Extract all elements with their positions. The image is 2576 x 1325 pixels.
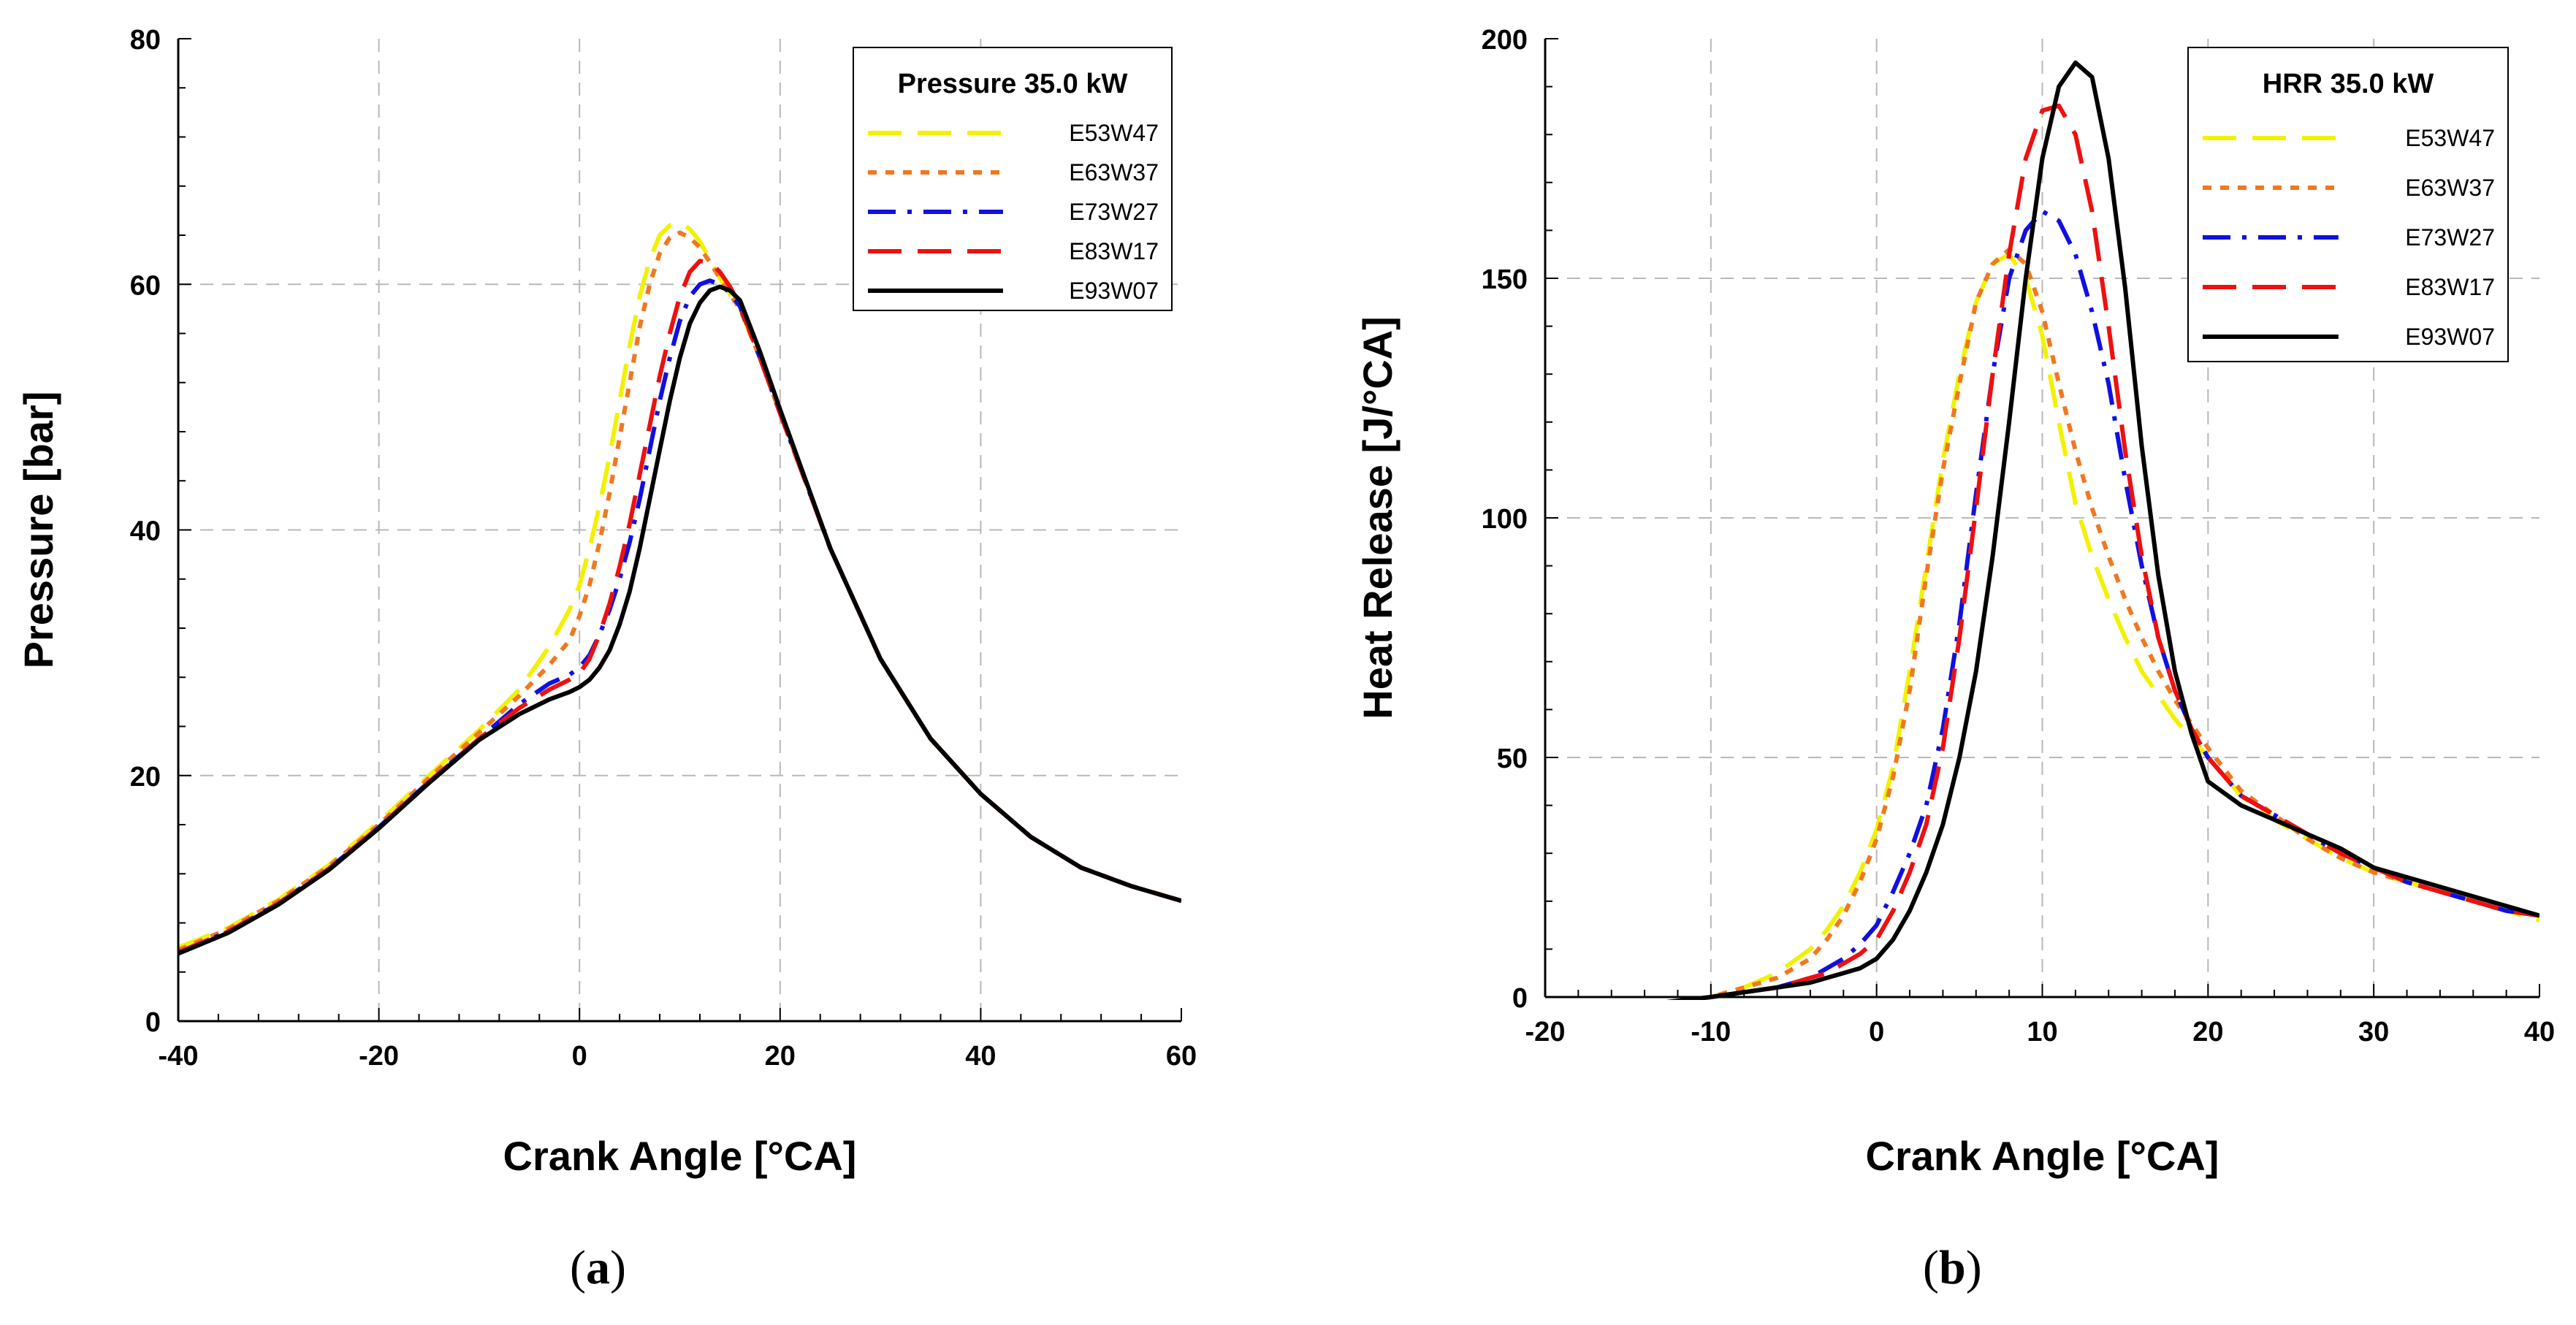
series-line-e73w27 [178, 278, 1181, 955]
y-tick-label: 50 [1497, 744, 1528, 774]
legend-label-e53w47: E53W47 [2405, 125, 2495, 151]
x-tick-label: -40 [159, 1041, 199, 1072]
y-axis-title: Pressure [bar] [15, 392, 61, 669]
panel-label-a: (a) [570, 1241, 626, 1294]
x-tick-label: 60 [1166, 1041, 1197, 1072]
series-group [1666, 60, 2539, 1000]
y-tick-label: 200 [1482, 25, 1528, 56]
legend-label-e63w37: E63W37 [2405, 175, 2495, 201]
series-line-e63w37 [178, 230, 1181, 952]
series-line-e63w37 [1681, 247, 2539, 1000]
y-tick-label: 80 [130, 25, 161, 56]
legend-label-e53w47: E53W47 [1069, 120, 1159, 146]
y-tick-label: 20 [130, 762, 161, 793]
legend-title: HRR 35.0 kW [2263, 69, 2434, 99]
series-line-e93w07 [178, 284, 1181, 956]
legend-label-e73w27: E73W27 [2405, 224, 2495, 251]
legend-label-e63w37: E63W37 [1069, 159, 1159, 186]
panel-label-b: (b) [1923, 1241, 1982, 1294]
x-tick-label: 40 [965, 1041, 996, 1072]
y-axis-title: Heat Release [J/°CA] [1354, 316, 1401, 719]
y-tick-label: 60 [130, 270, 161, 301]
series-line-e83w17 [1666, 103, 2539, 1000]
x-tick-label: -20 [1525, 1017, 1566, 1047]
x-tick-label: 30 [2358, 1017, 2389, 1047]
y-tick-label: 0 [1512, 983, 1528, 1014]
legend-box [853, 47, 1173, 311]
x-axis-title: Crank Angle [°CA] [1866, 1133, 2219, 1179]
y-tick-label: 150 [1482, 264, 1528, 295]
legend-label-e93w07: E93W07 [1069, 278, 1159, 304]
x-tick-label: -10 [1691, 1017, 1731, 1047]
series-line-e93w07 [1666, 60, 2539, 1000]
legend-box [2187, 47, 2509, 362]
series-group [178, 221, 1181, 956]
heat-release-chart: -20 -10 0 10 20 30 40 0 50 100 150 200 Crank Angle [… [1354, 25, 2555, 1179]
pressure-chart: -40 -20 0 20 40 60 0 20 40 60 80 Crank Angle [°CA] P… [15, 25, 1197, 1179]
y-tick-label: 40 [130, 516, 161, 547]
x-tick-label: 0 [572, 1041, 587, 1072]
y-tick-label: 0 [145, 1007, 161, 1038]
series-line-e73w27 [1666, 209, 2539, 1000]
x-tick-label: 20 [2192, 1017, 2223, 1047]
legend-label-e83w17: E83W17 [1069, 238, 1159, 264]
x-tick-label: -20 [359, 1041, 399, 1072]
x-tick-label: 0 [1869, 1017, 1884, 1047]
legend-label-e73w27: E73W27 [1069, 199, 1159, 225]
legend-title: Pressure 35.0 kW [898, 69, 1128, 99]
x-tick-label: 40 [2524, 1017, 2555, 1047]
legend-label-e93w07: E93W07 [2405, 324, 2495, 350]
y-tick-label: 100 [1482, 504, 1528, 535]
legend-label-e83w17: E83W17 [2405, 274, 2495, 300]
x-tick-label: 10 [2027, 1017, 2057, 1047]
x-axis-title: Crank Angle [°CA] [503, 1133, 857, 1179]
x-tick-label: 20 [765, 1041, 796, 1072]
